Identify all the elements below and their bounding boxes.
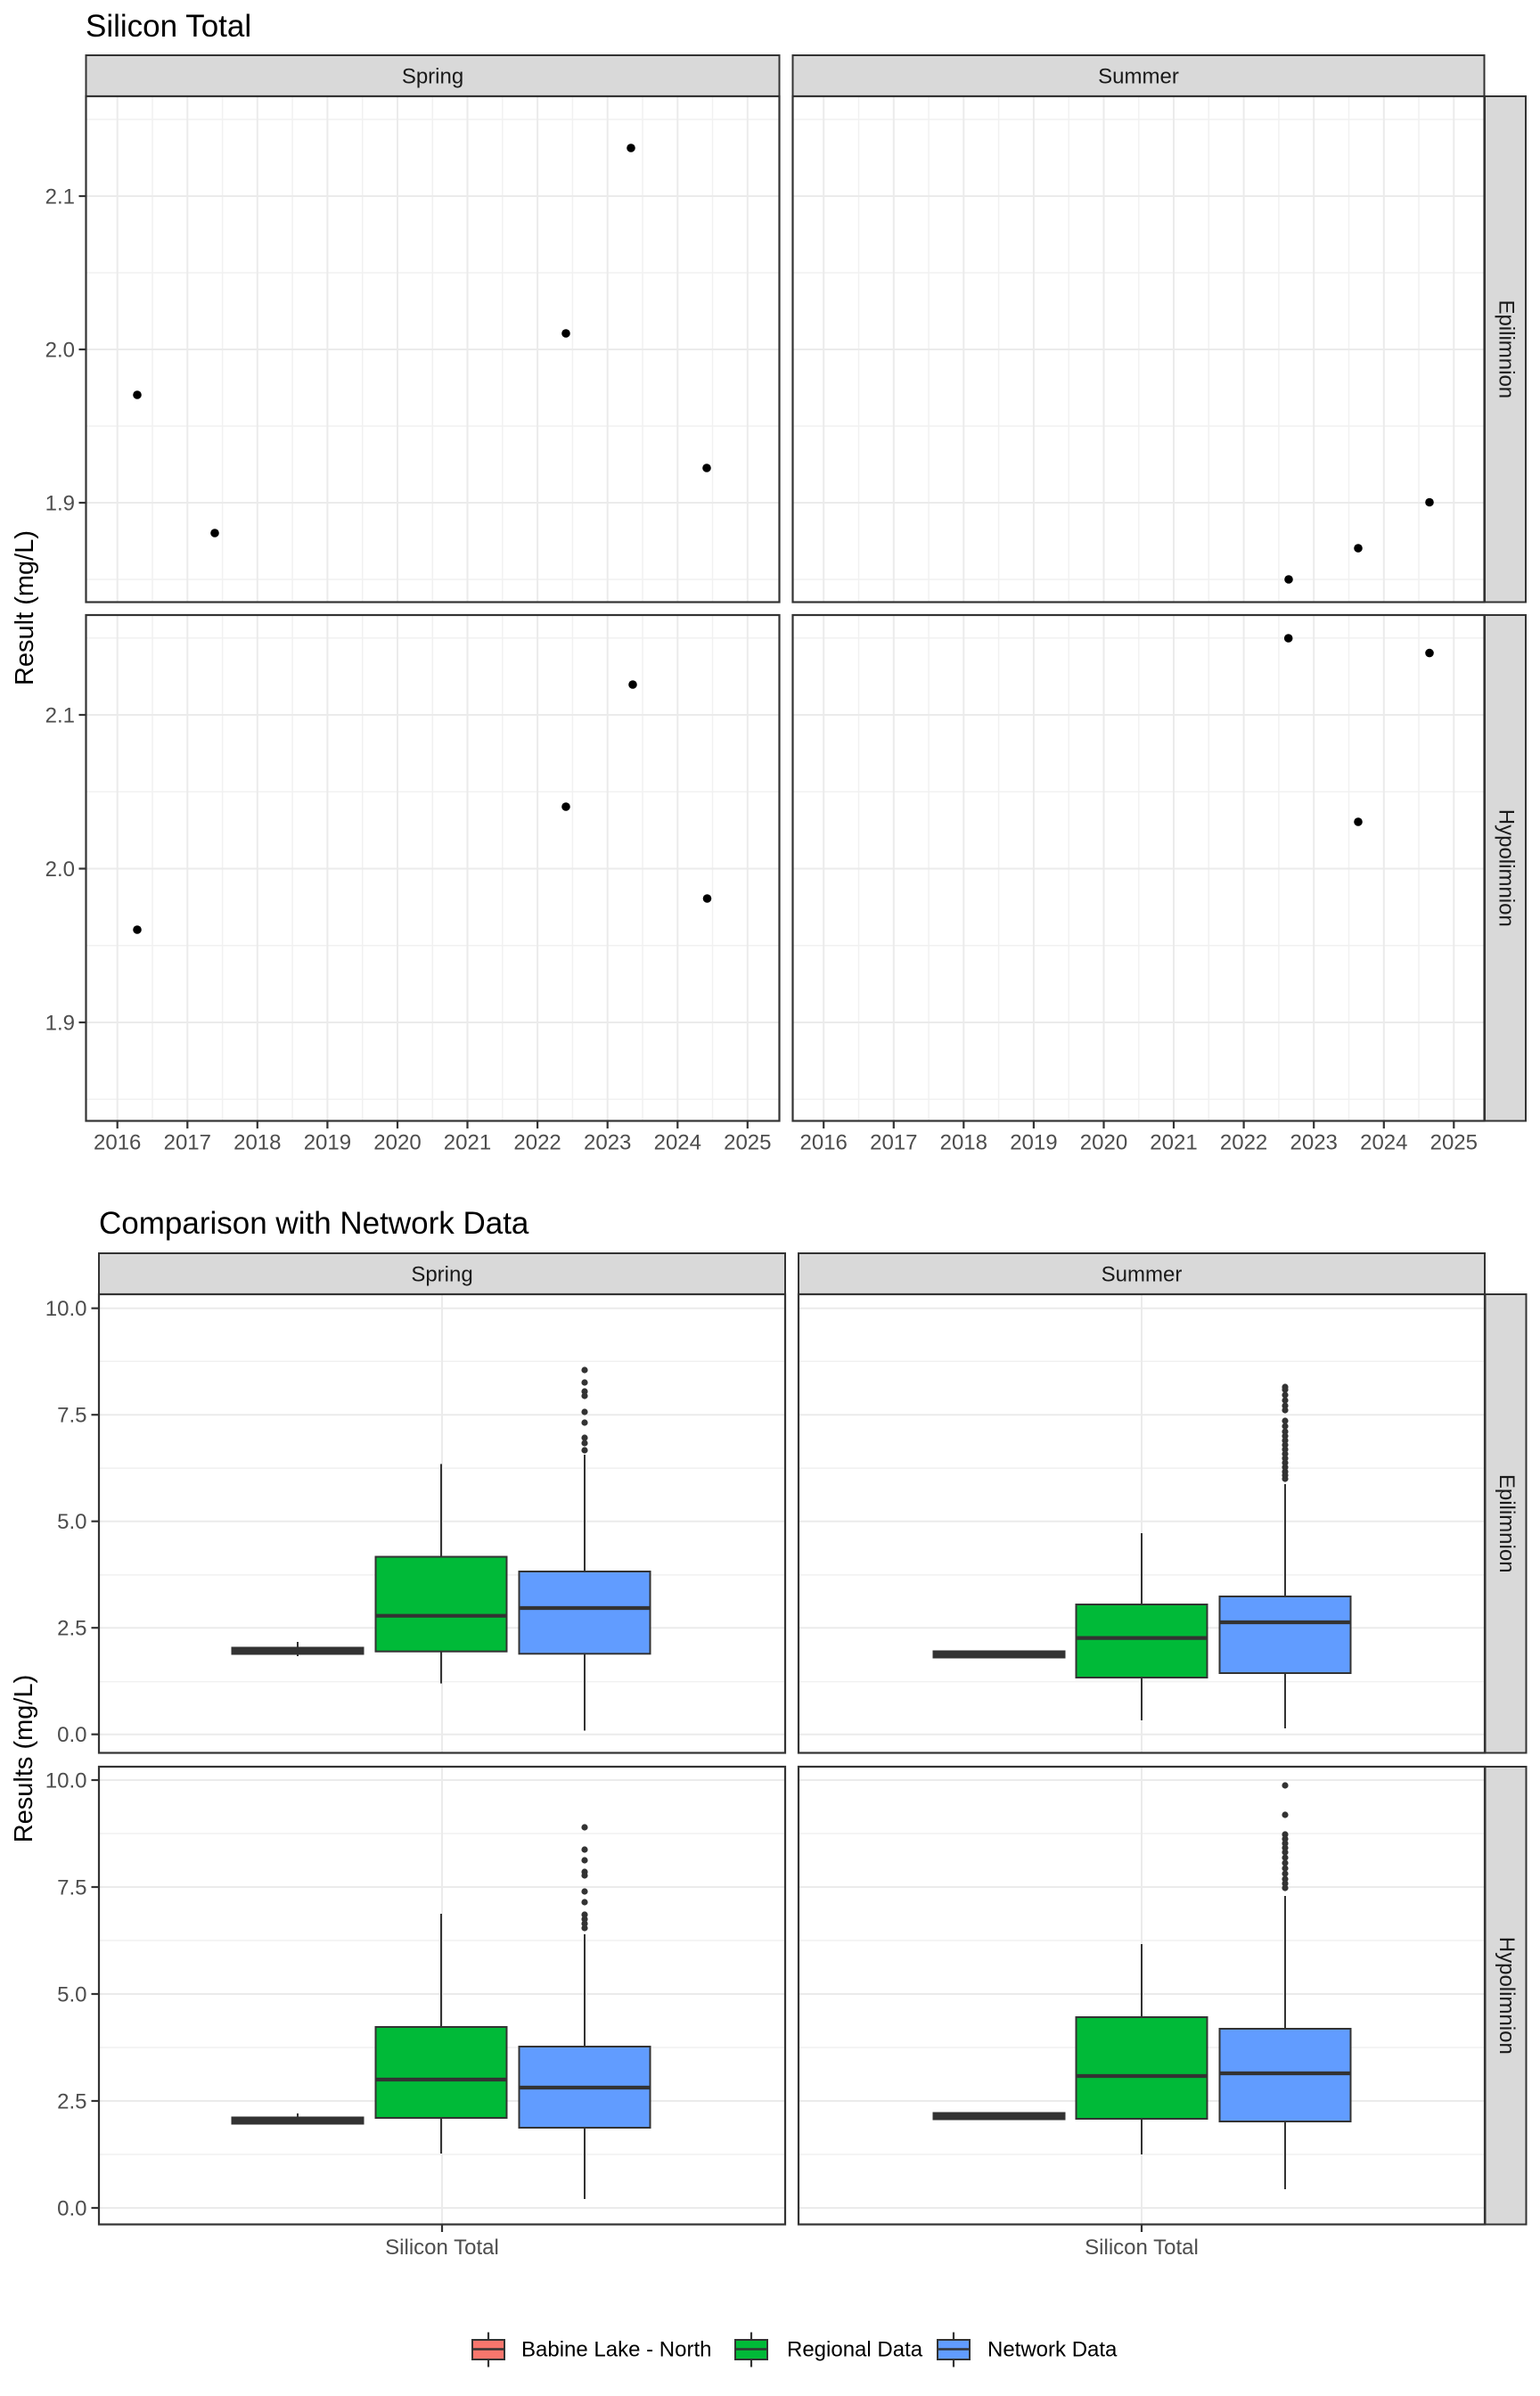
svg-text:Spring: Spring — [411, 1263, 472, 1287]
svg-text:2022: 2022 — [513, 1131, 561, 1155]
svg-text:2.5: 2.5 — [57, 1617, 86, 1641]
svg-text:2025: 2025 — [724, 1131, 771, 1155]
svg-text:2017: 2017 — [164, 1131, 211, 1155]
svg-text:2024: 2024 — [654, 1131, 701, 1155]
svg-text:Summer: Summer — [1098, 65, 1179, 89]
svg-text:2021: 2021 — [1150, 1131, 1197, 1155]
svg-text:2016: 2016 — [800, 1131, 848, 1155]
svg-text:2020: 2020 — [1080, 1131, 1127, 1155]
svg-text:2024: 2024 — [1360, 1131, 1407, 1155]
svg-text:0.0: 0.0 — [57, 2197, 86, 2221]
svg-text:2022: 2022 — [1220, 1131, 1267, 1155]
svg-text:Results (mg/L): Results (mg/L) — [10, 1675, 38, 1843]
svg-text:10.0: 10.0 — [45, 1297, 87, 1321]
svg-text:2016: 2016 — [94, 1131, 141, 1155]
svg-text:2020: 2020 — [373, 1131, 421, 1155]
svg-text:10.0: 10.0 — [45, 1769, 87, 1793]
svg-text:Comparison with Network Data: Comparison with Network Data — [99, 1206, 529, 1241]
svg-text:Result (mg/L): Result (mg/L) — [11, 530, 39, 685]
svg-text:1.9: 1.9 — [45, 1012, 75, 1036]
svg-text:2.1: 2.1 — [45, 704, 75, 728]
svg-text:5.0: 5.0 — [57, 1510, 86, 1534]
svg-text:2.5: 2.5 — [57, 2090, 86, 2114]
svg-text:Silicon Total: Silicon Total — [1085, 2236, 1199, 2260]
svg-text:Hypolimnion: Hypolimnion — [1495, 1937, 1519, 2055]
svg-text:2.0: 2.0 — [45, 339, 75, 363]
svg-text:2025: 2025 — [1430, 1131, 1478, 1155]
svg-text:2023: 2023 — [584, 1131, 631, 1155]
svg-text:Hypolimnion: Hypolimnion — [1494, 809, 1518, 927]
svg-text:5.0: 5.0 — [57, 1983, 86, 2007]
svg-text:7.5: 7.5 — [57, 1876, 86, 1900]
svg-text:2017: 2017 — [870, 1131, 917, 1155]
svg-text:0.0: 0.0 — [57, 1723, 86, 1747]
svg-text:Silicon Total: Silicon Total — [86, 9, 251, 44]
svg-text:2023: 2023 — [1290, 1131, 1338, 1155]
svg-text:2019: 2019 — [304, 1131, 351, 1155]
svg-text:2019: 2019 — [1010, 1131, 1057, 1155]
svg-text:Epilimnion: Epilimnion — [1495, 1474, 1519, 1573]
svg-text:1.9: 1.9 — [45, 492, 75, 516]
svg-text:Epilimnion: Epilimnion — [1494, 300, 1518, 398]
svg-text:2.0: 2.0 — [45, 857, 75, 882]
svg-text:2018: 2018 — [940, 1131, 987, 1155]
svg-text:2018: 2018 — [233, 1131, 281, 1155]
svg-text:Regional Data: Regional Data — [787, 2338, 923, 2362]
svg-text:7.5: 7.5 — [57, 1404, 86, 1428]
svg-text:2021: 2021 — [444, 1131, 491, 1155]
svg-text:Summer: Summer — [1102, 1263, 1183, 1287]
svg-text:2.1: 2.1 — [45, 185, 75, 209]
svg-text:Spring: Spring — [402, 65, 463, 89]
svg-text:Babine Lake - North: Babine Lake - North — [521, 2338, 711, 2362]
svg-text:Network Data: Network Data — [987, 2338, 1118, 2362]
svg-text:Silicon Total: Silicon Total — [385, 2236, 499, 2260]
